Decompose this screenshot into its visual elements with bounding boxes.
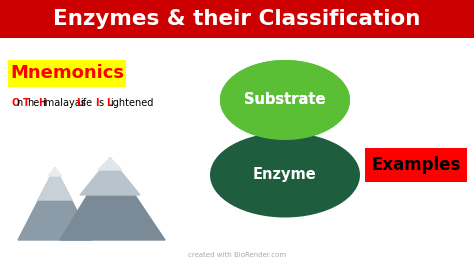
Ellipse shape <box>210 132 360 218</box>
Text: n: n <box>16 98 22 108</box>
Polygon shape <box>18 168 92 240</box>
Ellipse shape <box>263 125 307 155</box>
Text: ightened: ightened <box>110 98 154 108</box>
Ellipse shape <box>255 117 315 167</box>
Text: created with BioRender.com: created with BioRender.com <box>188 252 286 258</box>
Text: s: s <box>99 98 104 108</box>
Text: imalayas: imalayas <box>42 98 86 108</box>
Text: ife: ife <box>80 98 92 108</box>
Text: Examples: Examples <box>371 156 461 174</box>
Text: Enzyme: Enzyme <box>253 168 317 182</box>
Text: T: T <box>23 98 30 108</box>
Polygon shape <box>38 168 72 200</box>
Bar <box>8 60 126 87</box>
Text: H: H <box>38 98 46 108</box>
Ellipse shape <box>220 60 350 140</box>
Text: L: L <box>106 98 112 108</box>
Polygon shape <box>60 158 165 240</box>
Text: Substrate: Substrate <box>244 93 326 107</box>
Text: L: L <box>76 98 82 108</box>
Text: O: O <box>12 98 20 108</box>
Bar <box>365 148 467 182</box>
Text: he: he <box>27 98 40 108</box>
Bar <box>0 0 474 38</box>
Text: Mnemonics: Mnemonics <box>10 64 124 82</box>
Text: Enzymes & their Classification: Enzymes & their Classification <box>53 9 421 29</box>
Text: Substrate: Substrate <box>244 93 326 107</box>
Polygon shape <box>80 158 140 195</box>
Polygon shape <box>98 158 122 170</box>
Polygon shape <box>48 168 62 176</box>
Ellipse shape <box>220 60 350 140</box>
Text: I: I <box>95 98 98 108</box>
